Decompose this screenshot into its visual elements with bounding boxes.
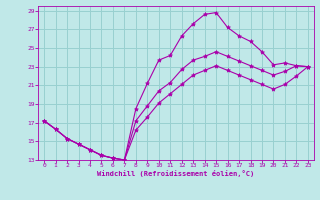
X-axis label: Windchill (Refroidissement éolien,°C): Windchill (Refroidissement éolien,°C) bbox=[97, 170, 255, 177]
